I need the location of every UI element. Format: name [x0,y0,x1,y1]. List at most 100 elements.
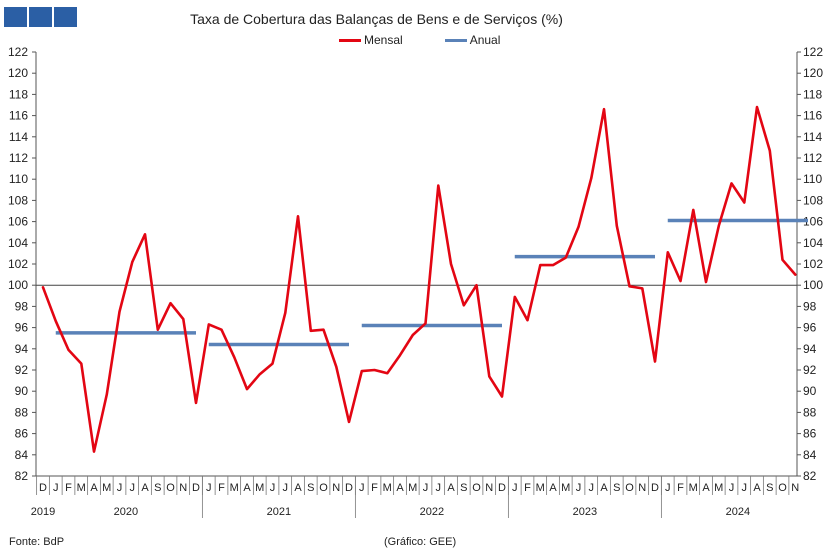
y-tick-label-left: 92 [15,363,29,377]
x-month-label: J [359,482,365,494]
series-mensal-point [360,370,363,372]
y-tick-label-left: 118 [9,87,28,101]
y-tick-label-right: 96 [803,321,817,335]
series-layer [41,105,808,453]
y-tick-label-left: 82 [15,469,29,483]
y-tick-label-right: 84 [803,448,817,462]
series-mensal-point [615,225,618,227]
source-note: Fonte: BdP [9,536,65,548]
y-tick-label-right: 82 [803,469,817,483]
axes: 82 82 84 84 86 86 88 88 90 90 92 92 94 94 96 96 98 98 100 1… [8,45,823,518]
x-month-label: D [345,482,353,494]
series-mensal-point [743,201,746,204]
legend-label-anual: Anual [469,33,501,47]
series-mensal-point [220,328,223,331]
y-tick-label-right: 110 [803,172,822,186]
y-tick-label-right: 114 [803,130,822,144]
logo [4,7,77,27]
logo-square [29,7,52,27]
legend: Mensal Anual [339,33,542,47]
x-year-label: 2022 [420,506,444,518]
series-mensal-point [258,373,261,376]
x-month-label: F [371,482,378,494]
y-tick-label-right: 92 [803,363,817,377]
x-month-label: D [39,482,47,494]
chart-title: Taxa de Cobertura das Balanças de Bens e… [190,11,563,27]
y-tick-label-left: 112 [9,151,28,165]
series-mensal-point [67,349,70,351]
series-mensal-point [284,311,287,314]
series-mensal-point [54,320,57,323]
y-tick-label-left: 100 [8,278,28,292]
x-year-label: 2023 [573,506,597,518]
x-month-label: S [766,482,773,494]
logo-square [54,7,77,27]
x-year-label: 2019 [31,506,55,518]
series-mensal-point [399,354,401,356]
y-tick-label-left: 116 [9,109,28,123]
series-mensal-point [246,388,248,390]
series-mensal-point [207,323,210,326]
x-month-label: M [255,482,264,494]
series-mensal-point [411,334,414,336]
legend-label-mensal: Mensal [364,33,403,47]
series-mensal-point [462,304,465,307]
series-mensal-point [118,310,121,313]
x-month-label: N [179,482,187,494]
x-month-label: J [206,482,212,494]
x-month-label: M [714,482,723,494]
x-month-label: F [65,482,72,494]
series-mensal-point [373,369,376,371]
series-mensal-point [437,184,440,187]
x-month-label: A [294,482,302,494]
x-month-label: A [141,482,149,494]
series-mensal-point [386,372,389,374]
x-month-label: M [230,482,239,494]
x-month-label: S [613,482,620,494]
x-month-label: J [576,482,582,494]
y-tick-label-left: 120 [8,66,28,80]
x-month-label: N [791,482,799,494]
y-tick-label-right: 122 [803,45,823,59]
y-tick-label-right: 86 [803,427,817,441]
x-month-label: J [53,482,59,494]
x-month-label: J [512,482,518,494]
series-mensal-point [169,302,172,305]
x-month-label: M [536,482,545,494]
series-mensal-point [195,402,197,404]
series-mensal-point [564,256,567,259]
x-month-label: D [192,482,200,494]
x-month-label: O [778,482,787,494]
x-month-label: J [130,482,136,494]
y-tick-label-left: 108 [8,193,28,207]
series-mensal-point [730,182,733,185]
series-mensal-point [348,421,350,423]
x-month-label: D [651,482,659,494]
legend-swatch-mensal [339,38,361,42]
credit-note: (Gráfico: GEE) [384,536,457,548]
x-year-label: 2020 [114,506,138,518]
series-mensal-point [80,362,83,365]
x-month-label: M [102,482,111,494]
y-tick-label-right: 108 [803,193,823,207]
x-month-label: A [243,482,251,494]
series-mensal-point [475,284,478,287]
series-mensal-point [539,264,542,266]
y-tick-label-left: 114 [9,130,28,144]
x-month-label: A [600,482,608,494]
x-month-label: M [77,482,86,494]
y-tick-label-right: 102 [803,257,823,271]
series-mensal-point [705,281,707,283]
y-tick-label-left: 96 [15,321,29,335]
x-month-label: M [383,482,392,494]
y-tick-label-left: 88 [15,405,29,419]
series-mensal-point [424,322,427,325]
x-month-label: N [332,482,340,494]
series-mensal-point [105,393,108,396]
y-tick-label-right: 120 [803,66,823,80]
y-tick-label-left: 104 [8,236,28,250]
series-mensal-point [768,149,771,152]
y-tick-label-right: 118 [803,87,822,101]
x-month-label: M [561,482,570,494]
series-mensal-point [322,328,325,331]
